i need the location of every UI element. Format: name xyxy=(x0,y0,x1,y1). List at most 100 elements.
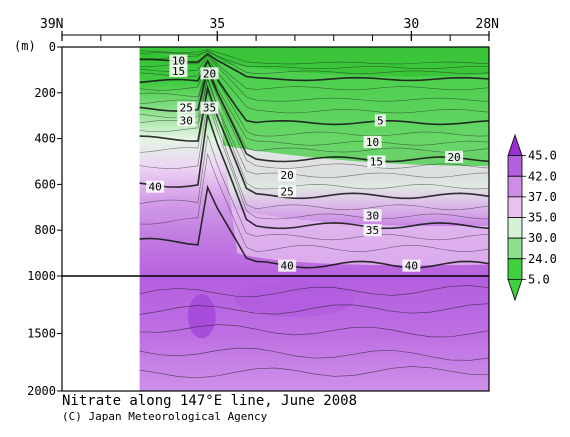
contour-label: 15 xyxy=(370,156,383,169)
contour-label: 20 xyxy=(203,67,216,80)
contour-label: 15 xyxy=(172,65,185,78)
colorbar-top-arrow xyxy=(507,133,523,157)
contour-line xyxy=(139,49,489,65)
contour-line xyxy=(139,184,489,269)
left-tick-label: 800 xyxy=(34,223,56,237)
credit-text: (C) Japan Meteorological Agency xyxy=(62,410,268,423)
contour-line xyxy=(139,135,489,241)
south-light-purple-band xyxy=(231,207,489,266)
depth-unit-label: (m) xyxy=(14,39,36,53)
colorbar-label: 35.0 xyxy=(528,211,557,225)
contour-label: 5 xyxy=(377,114,384,127)
colorbar-label: 37.0 xyxy=(528,190,557,204)
colorbar-segment xyxy=(507,217,523,239)
contour-line xyxy=(139,55,489,102)
contour-line xyxy=(139,77,489,178)
contour-label-bg xyxy=(402,259,421,272)
colorbar-label: 30.0 xyxy=(528,231,557,245)
deep-purple-pocket xyxy=(187,294,216,339)
contour-label: 40 xyxy=(405,260,418,273)
contour-label-bg xyxy=(278,259,297,272)
contour-label-bg xyxy=(278,169,297,182)
contour-label: 30 xyxy=(366,209,379,222)
deep-contour-line xyxy=(139,347,489,361)
left-tick-label: 600 xyxy=(34,177,56,191)
contour-line xyxy=(139,66,489,163)
contour-label: 20 xyxy=(447,151,460,164)
contour-label: 20 xyxy=(281,169,294,182)
nitrate-contour-lines xyxy=(139,49,489,379)
surface-green-layer xyxy=(139,47,489,77)
colorbar-label: 42.0 xyxy=(528,169,557,183)
contour-label-bg xyxy=(177,101,196,114)
contour-line xyxy=(139,51,489,69)
contour-line xyxy=(139,52,489,82)
contour-label: 35 xyxy=(203,102,216,115)
contour-label: 40 xyxy=(149,181,162,194)
plot-frame xyxy=(61,46,490,392)
top-tick-label: 35 xyxy=(209,17,225,32)
contour-line xyxy=(139,53,489,91)
contour-line xyxy=(139,49,489,74)
contour-label-bg xyxy=(363,136,382,149)
colorbar-bottom-arrow xyxy=(507,278,523,302)
contour-label: 30 xyxy=(180,114,193,127)
left-tick-label: 1500 xyxy=(27,327,56,341)
top-tick-label: 39N xyxy=(40,17,63,32)
contour-label-bg xyxy=(367,155,386,168)
colorbar-segment xyxy=(507,155,523,177)
contour-line xyxy=(139,77,489,190)
colorbar-label: 24.0 xyxy=(528,252,557,266)
deep-purple-band xyxy=(234,281,355,317)
contour-label-bg xyxy=(169,65,188,78)
contour-label: 35 xyxy=(366,224,379,237)
top-tick-label: 28N xyxy=(476,17,499,32)
contour-label-bg xyxy=(200,101,219,114)
chart-title: Nitrate along 147°E line, June 2008 xyxy=(62,393,358,409)
contour-label: 25 xyxy=(180,102,193,115)
deep-contour-line xyxy=(139,324,489,338)
deep-contour-line xyxy=(139,303,489,315)
left-tick-label: 400 xyxy=(34,132,56,146)
top-tick-label: 30 xyxy=(404,17,420,32)
contour-line xyxy=(139,91,489,211)
contour-line xyxy=(139,60,489,137)
contour-label-bg xyxy=(177,114,196,127)
contour-label-bg xyxy=(363,209,382,222)
contour-line xyxy=(139,84,489,200)
colorbar-segment xyxy=(507,175,523,198)
axes: 39N 35 30 28N (m) 0 200 400 600 800 1000 1500 2000 xyxy=(14,17,499,398)
contour-line xyxy=(139,114,489,230)
left-tick-label: 1000 xyxy=(27,269,56,283)
contour-line xyxy=(139,152,489,252)
contour-label: 25 xyxy=(281,185,294,198)
colorbar-segment xyxy=(507,237,523,260)
deep-contour-line xyxy=(139,285,489,297)
contour-label: 10 xyxy=(366,136,379,149)
contour-line xyxy=(139,66,489,153)
contour-label-bg xyxy=(363,224,382,237)
colorbar: 45.0 42.0 37.0 35.0 30.0 24.0 5.0 xyxy=(507,133,557,302)
left-tick-label: 0 xyxy=(49,40,56,54)
contour-label-bg xyxy=(169,54,188,67)
contour-line xyxy=(139,66,489,146)
contour-label-bg xyxy=(278,185,297,198)
left-tick-label: 2000 xyxy=(27,384,56,398)
contour-line xyxy=(139,58,489,114)
colorbar-label: 5.0 xyxy=(528,272,550,286)
contour-label-bg xyxy=(146,180,165,193)
colorbar-segment xyxy=(507,196,523,218)
contour-label-bg xyxy=(200,67,219,80)
contour-label-bg xyxy=(445,150,464,163)
contour-label: 10 xyxy=(172,55,185,68)
deep-contour-line xyxy=(139,366,489,379)
colorbar-segment xyxy=(507,258,523,280)
contour-label: 40 xyxy=(281,260,294,273)
contour-line xyxy=(139,59,489,126)
colorbar-label: 45.0 xyxy=(528,149,557,163)
contour-line xyxy=(139,100,489,220)
contour-label-bg xyxy=(374,114,386,127)
